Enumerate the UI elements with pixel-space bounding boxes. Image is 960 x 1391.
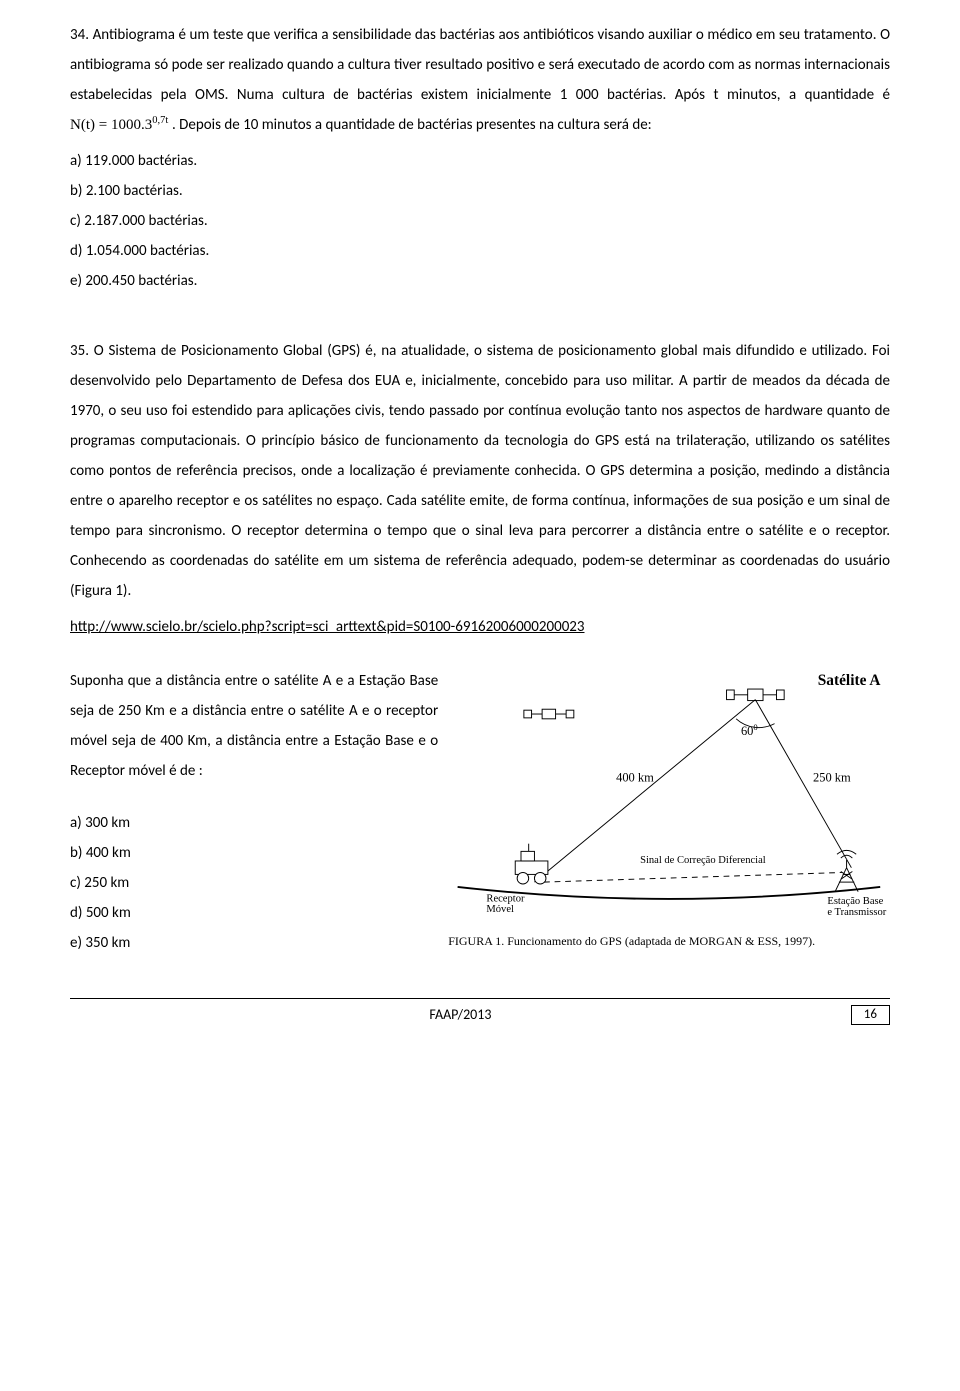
q35-text: 35. O Sistema de Posicionamento Global (… <box>70 336 890 606</box>
q35-option-d: d) 500 km <box>70 898 438 928</box>
q35-option-b: b) 400 km <box>70 838 438 868</box>
q34-option-e: e) 200.450 bactérias. <box>70 266 890 296</box>
q35-link: http://www.scielo.br/scielo.php?script=s… <box>70 618 585 636</box>
gps-figure: Satélite A 600 250 km 400 km <box>448 666 890 916</box>
q34-option-d: d) 1.054.000 bactérias. <box>70 236 890 266</box>
q35-option-c: c) 250 km <box>70 868 438 898</box>
q34-part1: 34. Antibiograma é um teste que verifica… <box>70 26 890 104</box>
fig-sat-a: Satélite A <box>818 672 881 689</box>
q34-formula: N(t) = 1000.30,7t <box>70 117 172 133</box>
q35-option-e: e) 350 km <box>70 928 438 958</box>
q34-part2: . Depois de 10 minutos a quantidade de b… <box>172 116 652 134</box>
q35-suppose: Suponha que a distância entre o satélite… <box>70 666 438 786</box>
fig-receptor: Receptor Móvel <box>487 893 528 915</box>
fig-base: Estação Base e Transmissor <box>828 896 887 916</box>
q34-option-a: a) 119.000 bactérias. <box>70 146 890 176</box>
q34-option-b: b) 2.100 bactérias. <box>70 176 890 206</box>
q34-option-c: c) 2.187.000 bactérias. <box>70 206 890 236</box>
fig-400: 400 km <box>616 770 654 784</box>
page-footer: FAAP/2013 16 <box>70 998 890 1029</box>
fig-signal: Sinal de Correção Diferencial <box>640 855 766 866</box>
footer-label: FAAP/2013 <box>429 1001 491 1029</box>
fig-angle: 600 <box>741 722 758 738</box>
q34-text: 34. Antibiograma é um teste que verifica… <box>70 20 890 140</box>
fig-250: 250 km <box>813 770 851 784</box>
fig-caption: FIGURA 1. Funcionamento do GPS (adaptada… <box>448 929 890 953</box>
q35-option-a: a) 300 km <box>70 808 438 838</box>
page-number: 16 <box>851 1005 890 1025</box>
